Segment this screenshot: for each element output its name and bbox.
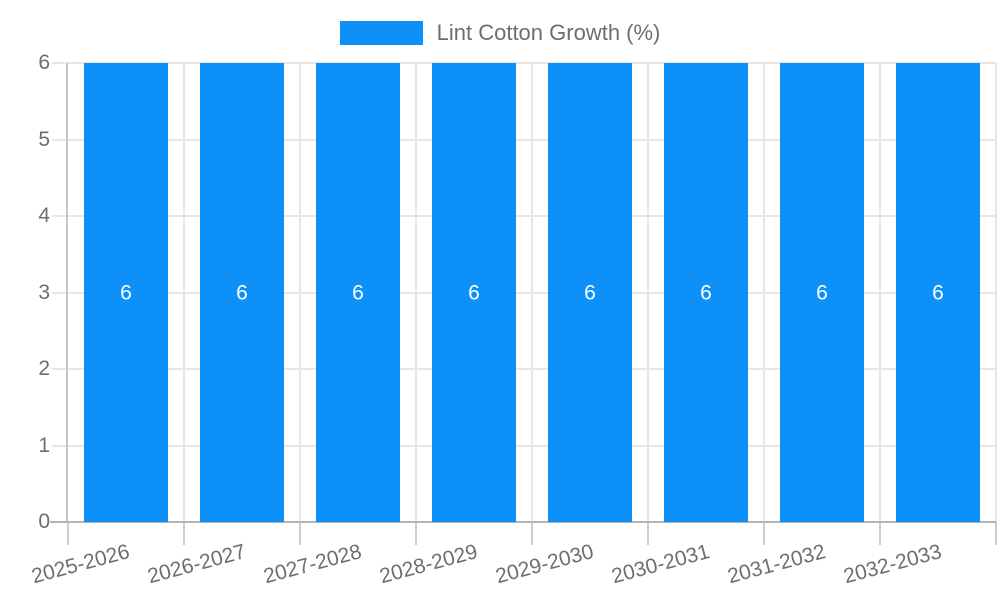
y-axis-label: 0 [38,510,50,533]
x-axis-label: 2027-2028 [260,540,364,589]
x-tick [531,522,533,545]
bar-value-label: 6 [468,281,480,304]
h-gridline [52,138,996,141]
bar-2027-2028[interactable]: 6 [316,63,400,522]
h-gridline [52,62,996,64]
y-axis-label: 2 [38,357,50,380]
y-axis-label: 5 [38,127,50,151]
h-gridline [52,368,996,370]
bar-value-label: 6 [120,281,132,304]
x-axis-label: 2029-2030 [492,540,596,589]
x-tick [67,522,69,545]
x-tick [879,522,881,545]
legend-swatch [339,21,423,45]
x-axis-label: 2030-2031 [608,540,712,589]
v-gridline [647,63,649,522]
x-tick [299,522,301,545]
bar-value-label: 6 [236,281,248,304]
v-gridline [531,63,533,522]
v-gridline [995,63,997,522]
h-gridline [52,291,996,294]
bar-2032-2033[interactable]: 6 [896,63,980,522]
y-axis-label: 3 [38,280,50,304]
v-gridline [879,63,881,522]
bar-value-label: 6 [584,281,596,304]
y-axis-label: 6 [38,51,50,74]
bar-2029-2030[interactable]: 6 [548,63,632,522]
x-axis-label: 2031-2032 [724,540,828,589]
x-tick [415,522,417,545]
bar-value-label: 6 [816,281,828,304]
bar-2025-2026[interactable]: 6 [84,63,168,522]
x-axis-label: 2025-2026 [28,540,132,589]
v-gridline [299,63,301,522]
v-gridline [415,63,417,522]
bar-value-label: 6 [700,281,712,304]
bar-value-label: 6 [352,281,364,304]
legend-label: Lint Cotton Growth (%) [436,20,661,45]
bar-2028-2029[interactable]: 6 [432,63,516,522]
x-axis-line [50,521,996,523]
x-tick [763,522,765,545]
x-tick [647,522,649,545]
v-gridline [763,63,765,522]
bar-2030-2031[interactable]: 6 [664,63,748,522]
v-gridline [183,63,185,522]
legend[interactable]: Lint Cotton Growth (%) [0,20,1000,46]
bar-value-label: 6 [932,281,944,304]
y-axis-label: 4 [38,204,50,227]
bar-2031-2032[interactable]: 6 [780,63,864,522]
h-gridline [52,444,996,447]
h-gridline [52,215,996,217]
y-axis-line [66,63,68,522]
x-axis-label: 2028-2029 [376,540,480,589]
x-axis-label: 2032-2033 [840,540,944,589]
x-tick [995,522,997,545]
x-axis-label: 2026-2027 [144,540,248,589]
y-axis-label: 1 [38,433,50,457]
x-tick [183,522,185,545]
bar-2026-2027[interactable]: 6 [200,63,284,522]
